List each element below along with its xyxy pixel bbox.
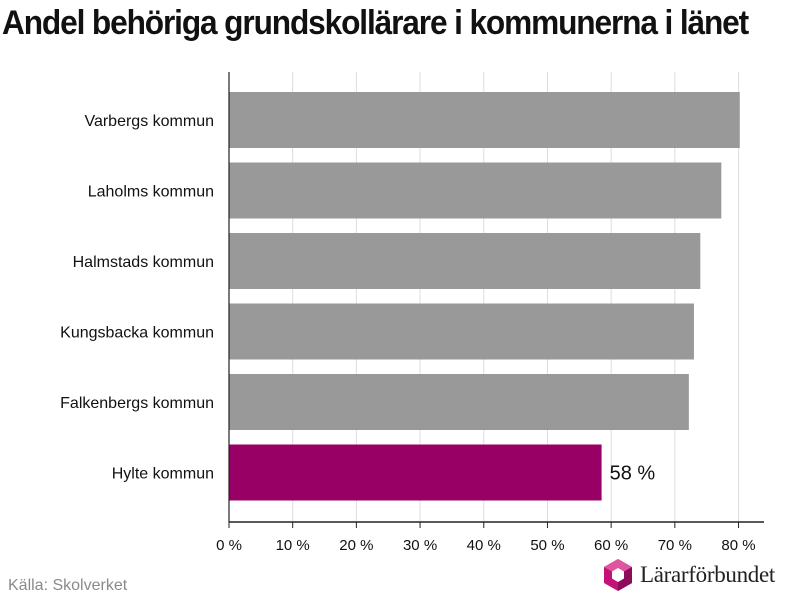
bar (229, 92, 740, 148)
x-tick-label: 10 % (276, 537, 310, 554)
category-label: Kungsbacka kommun (60, 325, 214, 342)
bar (229, 162, 722, 219)
category-label: Hylte kommun (112, 466, 214, 483)
category-label: Laholms kommun (88, 184, 214, 201)
bar (229, 303, 694, 360)
category-label: Halmstads kommun (73, 254, 214, 271)
lararforbundet-logo-icon (604, 559, 632, 591)
x-tick-label: 70 % (658, 537, 692, 554)
x-tick-label: 60 % (594, 537, 628, 554)
logo-text: Lärarförbundet (640, 562, 776, 587)
bar (229, 374, 689, 430)
x-tick-label: 30 % (403, 537, 437, 554)
category-label: Falkenbergs kommun (60, 395, 214, 412)
source-note: Källa: Skolverket (8, 577, 128, 594)
x-tick-label: 20 % (339, 537, 373, 554)
x-tick-label: 50 % (530, 537, 564, 554)
bar (229, 233, 701, 289)
x-tick-label: 0 % (216, 537, 242, 554)
x-tick-label: 80 % (721, 537, 755, 554)
data-label: 58 % (610, 463, 656, 485)
chart-title: Andel behöriga grundskollärare i kommune… (2, 4, 749, 42)
brand-logo: Lärarförbundet (602, 556, 775, 594)
bar-highlighted (229, 444, 602, 501)
category-label: Varbergs kommun (84, 113, 214, 130)
x-tick-label: 40 % (467, 537, 501, 554)
